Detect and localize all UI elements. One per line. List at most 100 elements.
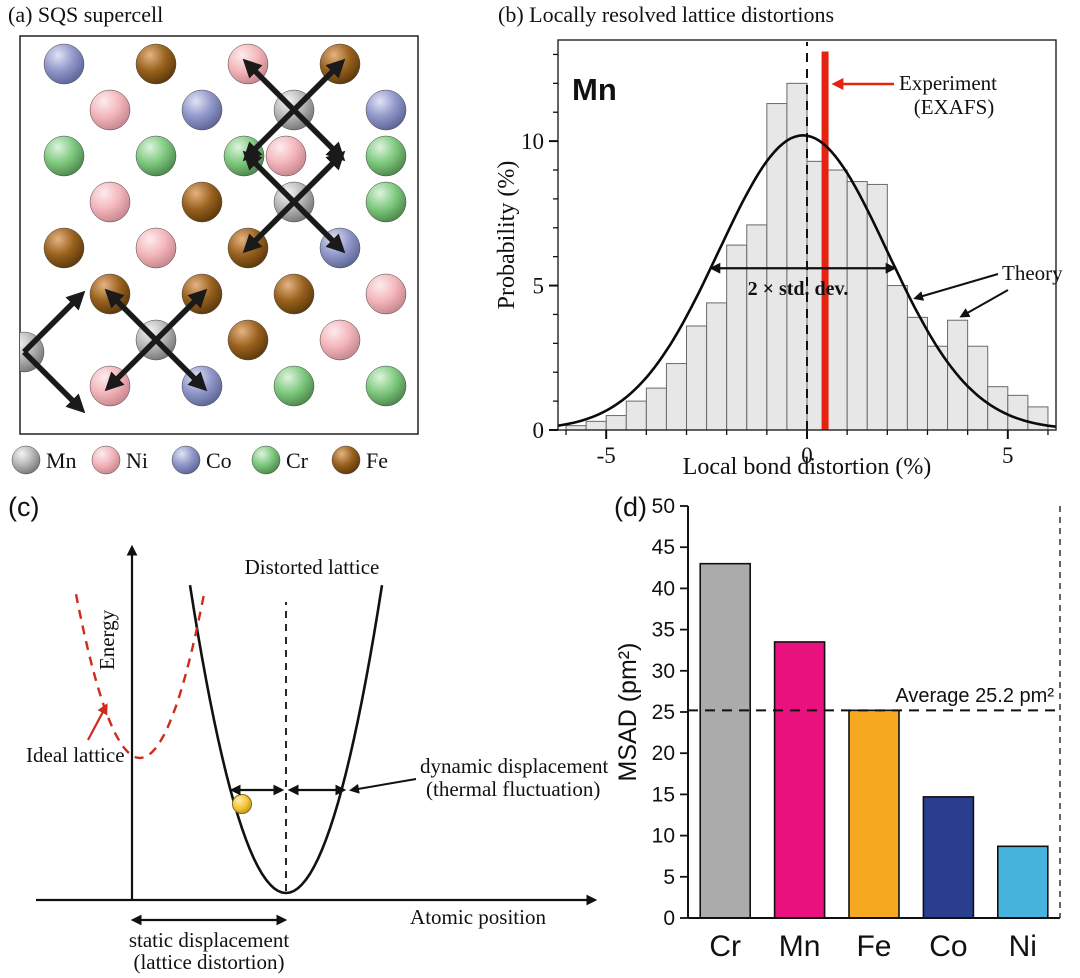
experiment-sublabel: (EXAFS): [914, 95, 995, 119]
panel-b-canvas: (b) Locally resolved lattice distortions…: [494, 2, 1063, 480]
atom-Ni: [89, 181, 131, 223]
hist-bar: [706, 302, 728, 431]
atom-Co: [365, 89, 407, 131]
ideal-lattice-arrow: [87, 703, 108, 741]
displacement-arrow: [104, 288, 208, 392]
bar-Cr: [699, 562, 751, 919]
supercell-border: [19, 35, 419, 435]
atom-Cr: [365, 181, 407, 223]
d-y-tick-label: 20: [652, 742, 675, 765]
atom-Ni: [319, 319, 361, 361]
c-x-axis-label: Atomic position: [410, 905, 546, 929]
bar-Co: [922, 796, 975, 919]
displacement-arrow: [22, 290, 86, 354]
category-label-Ni: Ni: [1009, 930, 1037, 963]
atom-Co: [43, 43, 85, 85]
panel-b-lattice-distortions: (b) Locally resolved lattice distortions…: [494, 2, 1080, 488]
bar-Fe: [848, 709, 900, 919]
b-y-axis-label: Probability (%): [494, 161, 520, 310]
theory-arrow-to-curve: [913, 273, 999, 301]
d-y-axis-label: MSAD (pm²): [614, 643, 642, 782]
element-legend: Mn Ni Co Cr Fe: [11, 445, 388, 475]
atom-Cr: [43, 135, 85, 177]
hist-bar: [625, 400, 647, 431]
dynamic-displacement-sublabel: (thermal fluctuation): [426, 777, 600, 801]
d-y-tick-label: 0: [663, 907, 675, 930]
bar-Mn: [773, 641, 826, 919]
hist-bar: [866, 183, 888, 431]
legend-swatch-Mn: [11, 445, 41, 475]
element-label-mn: Mn: [572, 72, 617, 107]
distorted-lattice-curve: [188, 584, 384, 895]
atom-Cr: [135, 135, 177, 177]
y-tick-label: 5: [533, 274, 545, 299]
panel-c-energy-schematic: (c) Energy Atomic position Distorted lat…: [0, 490, 609, 978]
legend-swatch-Ni: [91, 445, 121, 475]
d-y-tick-label: 5: [663, 866, 675, 889]
dynamic-displacement-label: dynamic displacement: [420, 754, 609, 778]
legend-label-Co: Co: [206, 448, 232, 473]
x-tick-label: -5: [597, 443, 616, 468]
hist-bar: [686, 325, 708, 431]
atom-Ni: [265, 135, 307, 177]
legend-label-Cr: Cr: [286, 448, 309, 473]
category-label-Co: Co: [929, 930, 967, 963]
atom-Ni: [89, 89, 131, 131]
displacement-arrow: [22, 350, 86, 414]
hist-bar: [826, 169, 848, 431]
x-tick-label: 5: [1002, 443, 1014, 468]
atom-Fe: [181, 181, 223, 223]
panel-c-label: (c): [8, 492, 39, 522]
category-label-Mn: Mn: [779, 930, 821, 963]
d-y-tick-label: 30: [652, 660, 675, 683]
panel-d-msad-chart: (d) Cr Mn Fe Co Ni 0 5 10 15 20 25 30 35 40 45 50 MSAD …: [608, 490, 1080, 978]
displacement-arrows: [22, 58, 346, 414]
legend-swatch-Co: [171, 445, 201, 475]
d-y-tick-label: 15: [652, 783, 675, 806]
legend-label-Ni: Ni: [126, 448, 148, 473]
atom-Cr: [273, 365, 315, 407]
hist-bar: [665, 363, 688, 431]
y-tick-label: 0: [533, 418, 545, 443]
legend-label-Mn: Mn: [46, 448, 77, 473]
bar-Ni: [996, 845, 1049, 919]
hist-bar: [1007, 394, 1029, 431]
dynamic-displacement-arrow: [349, 778, 417, 794]
hist-bar: [906, 316, 928, 431]
c-y-axis-label: Energy: [95, 609, 119, 670]
d-y-tick-label: 35: [652, 619, 675, 642]
panel-b-title: (b) Locally resolved lattice distortions: [498, 2, 834, 27]
d-y-tick-label: 45: [652, 536, 675, 559]
stddev-label: 2 × std. dev.: [748, 278, 849, 300]
hist-bar: [846, 181, 868, 431]
panel-a-title: (a) SQS supercell: [8, 2, 163, 27]
msad-bar-plot: Cr Mn Fe Co Ni 0 5 10 15 20 25 30 35 40 45 50: [652, 495, 1061, 963]
atom-Ni: [365, 273, 407, 315]
theory-label: Theory: [1002, 261, 1063, 285]
atom-Fe: [43, 227, 85, 269]
ideal-lattice-curve: [74, 593, 206, 760]
atom-Fe: [227, 319, 269, 361]
x-tick-label: 0: [801, 443, 813, 468]
hist-bar: [746, 224, 768, 431]
d-y-tick-label: 40: [652, 577, 675, 600]
hist-bar: [1027, 406, 1049, 431]
atom-Mn: [20, 331, 45, 373]
atom-Co: [181, 89, 223, 131]
b-x-axis-label: Local bond distortion (%): [683, 454, 932, 480]
hist-bar: [886, 285, 908, 431]
average-line-label: Average 25.2 pm²: [895, 685, 1054, 707]
atom-Cr: [365, 135, 407, 177]
panel-a-canvas: (a) SQS supercell Mn Ni Co Cr Fe: [8, 2, 419, 475]
energy-landscape: [36, 544, 598, 926]
displacement-arrow: [242, 150, 346, 254]
theory-curve: [557, 133, 1057, 428]
panel-d-label: (d): [614, 492, 647, 522]
legend-swatch-Fe: [331, 445, 361, 475]
d-y-tick-label: 25: [652, 701, 675, 724]
panel-c-canvas: (c) Energy Atomic position Distorted lat…: [8, 492, 609, 974]
hist-bar: [645, 387, 667, 431]
legend-label-Fe: Fe: [366, 448, 388, 473]
d-y-tick-label: 10: [652, 825, 675, 848]
